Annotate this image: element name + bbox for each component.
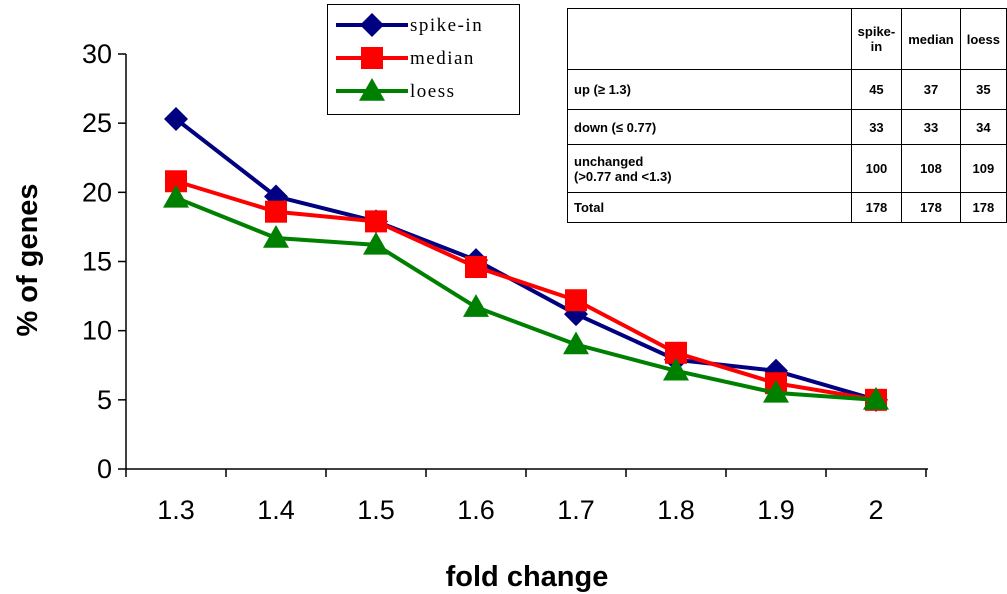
x-tick-label: 1.3 xyxy=(157,495,195,525)
x-axis-title: fold change xyxy=(446,561,609,593)
table-row: Total 178 178 178 xyxy=(567,192,1007,223)
data-point-spike-in xyxy=(164,107,188,132)
x-tick-label: 1.4 xyxy=(257,495,295,525)
table-cell: 108 xyxy=(901,144,961,193)
table-row: up (≥ 1.3) 45 37 35 xyxy=(567,69,1007,110)
legend-marker xyxy=(361,47,383,69)
x-tick-label: 1.7 xyxy=(557,495,595,525)
data-point-loess xyxy=(363,231,389,255)
table-cell: 37 xyxy=(901,69,961,110)
legend-label: spike-in xyxy=(410,15,483,36)
table-header-cell: loess xyxy=(959,8,1007,70)
legend-entry-loess: loess xyxy=(336,78,456,102)
chart-legend: spike-in median loess xyxy=(327,4,520,115)
series-line-loess xyxy=(175,196,877,402)
data-point-loess xyxy=(463,294,489,317)
x-tick-label: 1.9 xyxy=(757,495,795,525)
data-point-median xyxy=(665,341,687,364)
legend-label: loess xyxy=(410,81,456,102)
y-tick-label: 10 xyxy=(82,316,112,346)
table-cell: 100 xyxy=(850,144,903,193)
table-cell: 34 xyxy=(959,109,1007,145)
table-row-label-line1: unchanged xyxy=(574,153,644,169)
x-tick-label: 2 xyxy=(868,495,883,525)
legend-marker xyxy=(359,78,385,101)
y-tick-label: 15 xyxy=(82,247,112,277)
data-point-median xyxy=(165,170,187,193)
table-header-cell: spike-in xyxy=(850,8,903,70)
table-cell: 33 xyxy=(850,109,903,145)
data-point-loess xyxy=(163,184,189,208)
legend-marker xyxy=(360,13,384,37)
table-row: unchanged (>0.77 and <1.3) 100 108 109 xyxy=(567,144,1007,193)
table-row-label-line2: (>0.77 and <1.3) xyxy=(574,168,672,184)
x-tick-label: 1.5 xyxy=(357,495,395,525)
y-tick-label: 0 xyxy=(97,454,112,484)
chart-axes: 0 5 10 15 20 25 30 1.3 1.4 1.5 1.6 1.7 1.8 1.9 2 xyxy=(82,39,928,525)
y-tick-label: 5 xyxy=(97,385,112,415)
table-cell: 178 xyxy=(959,192,1007,223)
data-point-loess xyxy=(763,379,789,403)
x-tick-label: 1.8 xyxy=(657,495,695,525)
table-row-label: down (≤ 0.77) xyxy=(567,109,852,145)
legend-label: median xyxy=(410,48,475,69)
series-line-median xyxy=(175,179,877,402)
data-point-loess xyxy=(863,386,889,410)
table-cell: 178 xyxy=(901,192,961,223)
data-point-loess xyxy=(563,331,589,355)
x-tick-label: 1.6 xyxy=(457,495,495,525)
data-point-median xyxy=(465,256,487,279)
table-header-row: spike-in median loess xyxy=(567,8,1007,70)
series-loess xyxy=(163,184,889,410)
table-header-cell: median xyxy=(901,8,961,70)
data-point-median xyxy=(565,289,587,312)
y-axis-title: % of genes xyxy=(12,183,44,336)
data-point-median xyxy=(365,210,387,233)
y-tick-label: 25 xyxy=(82,108,112,138)
table-row-label: Total xyxy=(567,192,852,223)
y-tick-label: 20 xyxy=(82,177,112,207)
legend-entries: spike-in median loess xyxy=(336,13,483,102)
table-row-label: up (≥ 1.3) xyxy=(567,69,852,110)
summary-table: spike-in median loess up (≥ 1.3) 45 37 3… xyxy=(567,8,1007,223)
table-row-label: unchanged (>0.77 and <1.3) xyxy=(567,144,852,193)
table-cell: 33 xyxy=(901,109,961,145)
table-cell: 35 xyxy=(959,69,1007,110)
data-point-loess xyxy=(663,357,689,381)
data-point-loess xyxy=(263,224,289,248)
table-cell: 45 xyxy=(850,69,903,110)
table-cell: 109 xyxy=(959,144,1007,193)
chart-series xyxy=(163,107,889,412)
y-tick-label: 30 xyxy=(82,39,112,69)
legend-entry-spike-in: spike-in xyxy=(336,13,483,37)
series-line-spike-in xyxy=(174,117,877,402)
legend-entry-median: median xyxy=(336,47,475,69)
table-header-cell xyxy=(567,8,852,70)
data-point-median xyxy=(265,200,287,223)
table-cell: 178 xyxy=(850,192,903,223)
table-row: down (≤ 0.77) 33 33 34 xyxy=(567,109,1007,145)
